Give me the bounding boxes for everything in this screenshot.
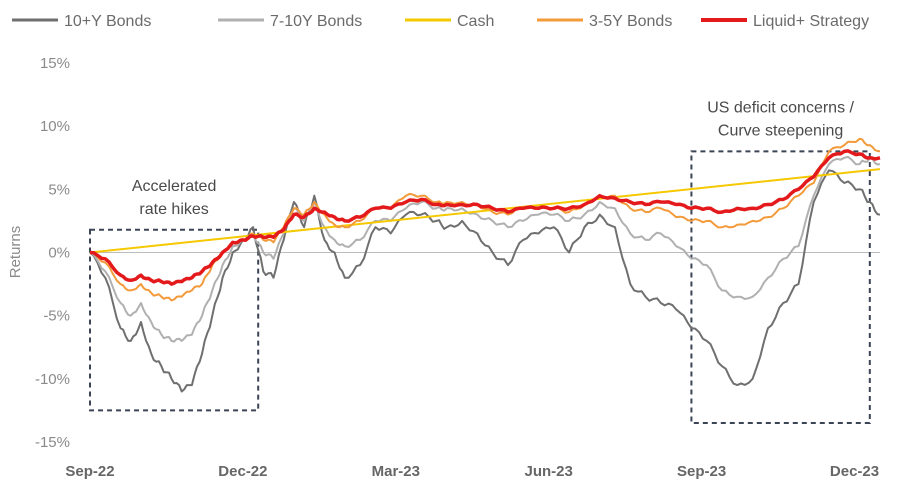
y-tick-label: 10% [40,118,70,135]
y-tick-label: -15% [35,434,70,451]
annotation-text: Curve steepening [718,122,843,139]
annotation-text: Accelerated [132,178,217,195]
series-line-10-y-bonds [89,169,881,393]
legend-label: Cash [457,13,494,30]
series-line-liquid-strategy [89,149,881,286]
annotation-box [89,228,260,412]
y-tick-label: -10% [35,371,70,388]
x-tick-label: Sep-22 [65,463,114,480]
legend-label: 7-10Y Bonds [270,13,362,30]
annotations: Accelerated rate hikes US deficit concerns… [89,99,871,425]
series-line-7-10y-bonds [89,155,881,343]
y-axis-title: Returns [7,226,24,279]
legend: 10+Y Bonds 7-10Y Bonds Cash 3-5Y Bonds Liqui… [12,13,869,30]
y-axis: 15% 10% 5% 0% -5% -10% -15% [35,55,70,451]
y-tick-label: 0% [48,245,70,262]
annotation-text: rate hikes [139,201,208,218]
x-tick-label: Mar-23 [372,463,420,480]
y-tick-label: 5% [48,181,70,198]
annotation-text: US deficit concerns / [707,99,854,116]
legend-label: Liquid+ Strategy [753,13,869,30]
series-lines [89,137,881,393]
y-tick-label: 15% [40,55,70,72]
series-line-3-5y-bonds [89,137,881,302]
legend-label: 10+Y Bonds [64,13,151,30]
y-tick-label: -5% [43,308,70,325]
legend-label: 3-5Y Bonds [589,13,672,30]
series-line-cash [89,168,881,254]
x-axis: Sep-22 Dec-22 Mar-23 Jun-23 Sep-23 Dec-23 [65,463,879,480]
x-tick-label: Dec-22 [218,463,267,480]
x-tick-label: Sep-23 [677,463,726,480]
x-tick-label: Jun-23 [525,463,573,480]
x-tick-label: Dec-23 [830,463,879,480]
